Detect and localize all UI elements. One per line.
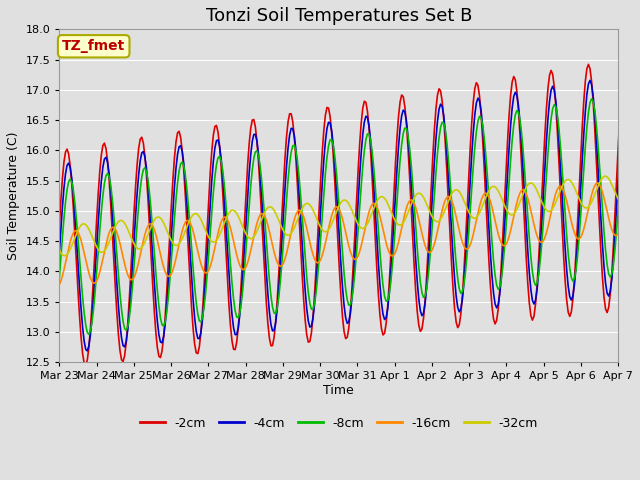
Legend: -2cm, -4cm, -8cm, -16cm, -32cm: -2cm, -4cm, -8cm, -16cm, -32cm <box>134 412 543 435</box>
Text: TZ_fmet: TZ_fmet <box>62 39 125 53</box>
X-axis label: Time: Time <box>323 384 354 397</box>
Title: Tonzi Soil Temperatures Set B: Tonzi Soil Temperatures Set B <box>205 7 472 25</box>
Y-axis label: Soil Temperature (C): Soil Temperature (C) <box>7 132 20 260</box>
